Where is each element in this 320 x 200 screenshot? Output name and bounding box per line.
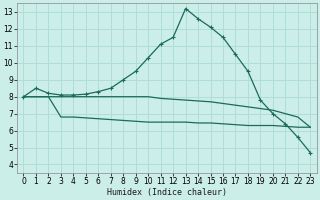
X-axis label: Humidex (Indice chaleur): Humidex (Indice chaleur) bbox=[107, 188, 227, 197]
